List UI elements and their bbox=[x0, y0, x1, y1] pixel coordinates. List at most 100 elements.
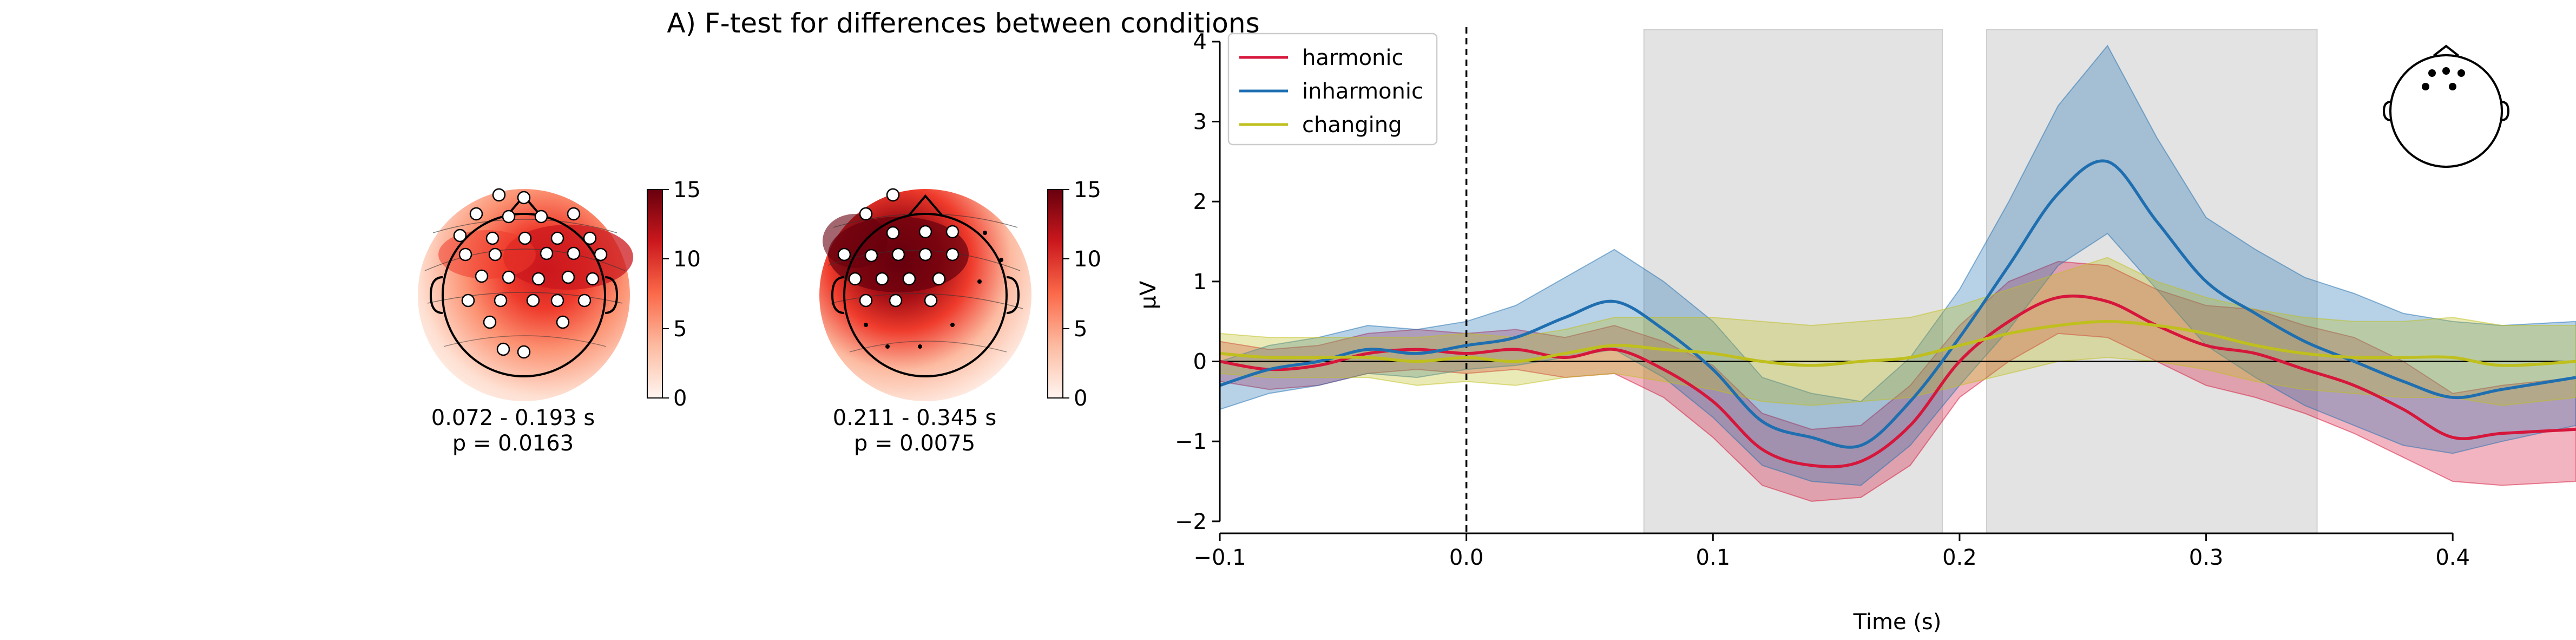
head-outline bbox=[843, 213, 1008, 377]
contour-line bbox=[432, 219, 617, 233]
colorbar-tick-label: 5 bbox=[1074, 317, 1087, 342]
sensor-marker bbox=[475, 269, 489, 283]
sensor-marker bbox=[586, 272, 600, 286]
inset-sensor-dot bbox=[2442, 67, 2450, 75]
sensor-marker bbox=[492, 188, 506, 202]
colorbar-gradient bbox=[647, 189, 663, 399]
sensor-marker bbox=[837, 247, 851, 262]
sensor-marker bbox=[502, 210, 516, 224]
axes: −2 −1 0 1 2 3 4 −0.1 0.0 0.1 0.2 0.3 0.4 bbox=[1175, 30, 2470, 570]
x-tick-label: 0.3 bbox=[2189, 545, 2224, 570]
sensor-marker bbox=[517, 191, 531, 205]
y-tick-label: −2 bbox=[1175, 510, 1207, 534]
sensor-marker bbox=[526, 293, 540, 308]
inset-sensor-dot bbox=[2457, 69, 2465, 77]
sensor-marker bbox=[517, 345, 531, 359]
colorbar-tick-label: 15 bbox=[1074, 178, 1101, 203]
significant-window-1 bbox=[1643, 29, 1943, 534]
x-tick-label: 0.4 bbox=[2435, 545, 2470, 570]
confidence-band-inharmonic bbox=[1220, 44, 2576, 486]
topomap-time-window: 0.072 - 0.193 s bbox=[431, 406, 595, 430]
sensor-marker bbox=[458, 247, 472, 262]
topomap-time-window: 0.211 - 0.345 s bbox=[833, 406, 996, 430]
inset-right-ear bbox=[2501, 101, 2510, 121]
topomap-p-value: p = 0.0075 bbox=[854, 431, 975, 456]
sensor-dots bbox=[864, 231, 1003, 349]
sensor-marker bbox=[453, 228, 467, 243]
sensor-marker bbox=[577, 293, 592, 308]
colorbar-tick-label: 10 bbox=[673, 247, 701, 272]
series-line-inharmonic bbox=[1220, 159, 2576, 449]
right-ear bbox=[1006, 276, 1020, 314]
colorbar-2: 15 10 5 0 bbox=[1047, 178, 1101, 411]
x-tick-label: −0.1 bbox=[1193, 545, 1246, 570]
contour-line bbox=[427, 292, 623, 304]
inset-sensor-dot bbox=[2422, 83, 2429, 90]
head-outline bbox=[442, 213, 606, 377]
topomap-p-value: p = 0.0163 bbox=[452, 431, 574, 456]
inset-head-outline bbox=[2389, 54, 2503, 168]
sensor-marker bbox=[502, 270, 516, 284]
y-axis-label: µV bbox=[1136, 280, 1161, 309]
sensor-marker bbox=[886, 188, 900, 202]
sensor-marker bbox=[918, 247, 932, 262]
sensor-marker bbox=[556, 315, 570, 329]
inset-left-ear bbox=[2382, 101, 2391, 121]
sensor-marker bbox=[567, 207, 581, 221]
sensor-marker bbox=[540, 246, 554, 260]
figure-title: A) F-test for differences between condit… bbox=[667, 8, 1260, 39]
sensor-marker bbox=[483, 315, 497, 329]
x-tick-label: 0.1 bbox=[1696, 545, 1730, 570]
x-tick-label: 0.0 bbox=[1449, 545, 1484, 570]
sensor-marker bbox=[848, 272, 862, 286]
sensor-markers bbox=[837, 188, 960, 308]
sensor-marker bbox=[494, 293, 508, 308]
left-ear bbox=[429, 276, 443, 314]
sensor-marker bbox=[488, 247, 502, 262]
sensor-marker bbox=[864, 249, 878, 263]
colorbar-gradient bbox=[1047, 189, 1063, 399]
sensor-position-inset bbox=[2382, 44, 2510, 168]
significant-window-2 bbox=[1986, 29, 2318, 534]
sensor-marker bbox=[886, 226, 900, 240]
sensor-marker bbox=[461, 293, 475, 308]
topomap-2: 0.211 - 0.345 s p = 0.0075 15 10 5 0 bbox=[819, 178, 1101, 456]
left-ear bbox=[831, 276, 845, 314]
sensor-marker bbox=[534, 210, 548, 224]
y-tick-label: 4 bbox=[1193, 30, 1207, 55]
legend-frame bbox=[1227, 32, 1438, 146]
colorbar-tick-label: 5 bbox=[673, 317, 687, 342]
y-tick-label: 0 bbox=[1193, 350, 1207, 375]
x-axis-label: Time (s) bbox=[1853, 610, 1942, 635]
sensor-marker bbox=[550, 293, 564, 308]
sensor-marker bbox=[485, 231, 500, 245]
topomap-1: 0.072 - 0.193 s p = 0.0163 15 10 5 0 bbox=[418, 178, 701, 456]
legend-label-inharmonic: inharmonic bbox=[1302, 79, 1423, 104]
colorbar-tick-label: 15 bbox=[673, 178, 701, 203]
reference-lines bbox=[1220, 27, 2576, 533]
sensor-marker bbox=[594, 247, 608, 262]
series-line-changing bbox=[1220, 319, 2576, 367]
sensor-marker bbox=[859, 207, 873, 221]
inset-sensor-dot bbox=[2449, 83, 2456, 90]
nose bbox=[908, 194, 943, 216]
sensor-marker bbox=[469, 207, 483, 221]
y-tick-label: −1 bbox=[1175, 429, 1207, 454]
colorbar-1: 15 10 5 0 bbox=[647, 178, 701, 411]
erp-plot: −2 −1 0 1 2 3 4 −0.1 0.0 0.1 0.2 0.3 0.4 µV Time (s) bbox=[1136, 27, 2576, 635]
legend-label-changing: changing bbox=[1302, 113, 1402, 138]
sensor-marker bbox=[567, 246, 581, 260]
series-lines bbox=[1220, 159, 2576, 468]
sensor-marker bbox=[859, 293, 873, 308]
contour-line bbox=[830, 293, 1023, 309]
sensor-marker bbox=[496, 342, 510, 356]
contour-line bbox=[849, 341, 1007, 352]
y-tick-label: 3 bbox=[1193, 110, 1207, 135]
sensor-marker bbox=[518, 231, 532, 245]
right-ear bbox=[604, 276, 619, 314]
confidence-band-changing bbox=[1220, 257, 2576, 406]
y-tick-label: 2 bbox=[1193, 190, 1207, 214]
colorbar-tick-label: 0 bbox=[673, 386, 687, 411]
sensor-marker bbox=[889, 293, 903, 308]
